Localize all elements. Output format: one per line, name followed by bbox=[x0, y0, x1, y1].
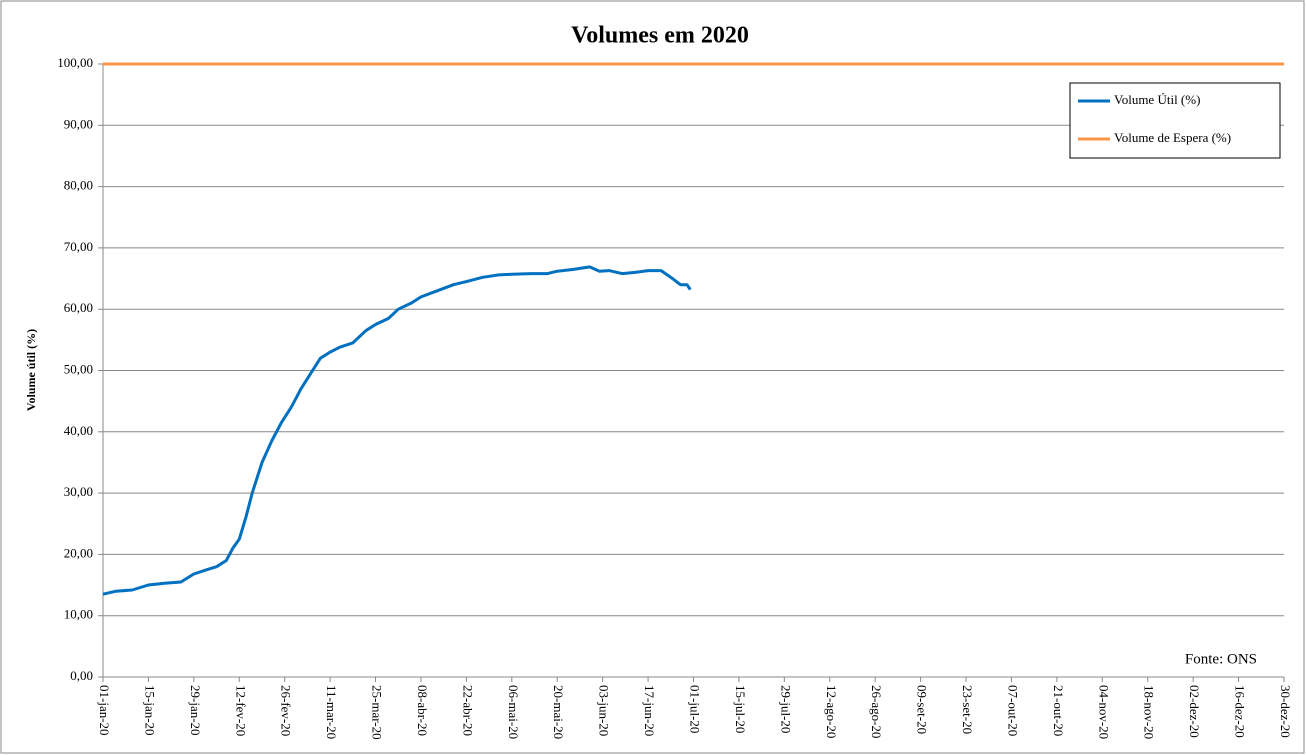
x-tick-label: 25-mar-20 bbox=[370, 685, 385, 740]
x-tick-label: 20-mai-20 bbox=[551, 685, 566, 739]
y-tick-label: 50,00 bbox=[64, 361, 93, 376]
y-tick-label: 0,00 bbox=[70, 668, 93, 683]
y-axis-label: Volume útil (%) bbox=[24, 329, 38, 411]
x-tick-label: 16-dez-20 bbox=[1233, 685, 1248, 738]
y-tick-label: 60,00 bbox=[64, 300, 93, 315]
x-tick-label: 03-jun-20 bbox=[597, 685, 612, 736]
x-tick-label: 23-set-20 bbox=[960, 685, 975, 734]
y-tick-label: 70,00 bbox=[64, 239, 93, 254]
x-tick-label: 22-abr-20 bbox=[460, 685, 475, 736]
legend-box bbox=[1069, 82, 1281, 159]
x-tick-label: 08-abr-20 bbox=[415, 685, 430, 736]
x-tick-label: 11-mar-20 bbox=[324, 685, 339, 739]
y-tick-label: 10,00 bbox=[64, 607, 93, 622]
y-tick-label: 100,00 bbox=[57, 55, 93, 70]
x-tick-label: 29-jan-20 bbox=[188, 685, 203, 736]
chart-title: Volumes em 2020 bbox=[571, 23, 749, 49]
x-tick-label: 01-jan-20 bbox=[97, 685, 112, 736]
x-tick-label: 18-nov-20 bbox=[1142, 685, 1157, 739]
x-tick-label: 26-ago-20 bbox=[869, 685, 884, 738]
y-tick-label: 40,00 bbox=[64, 423, 93, 438]
x-tick-label: 12-ago-20 bbox=[824, 685, 839, 738]
x-tick-label: 09-set-20 bbox=[915, 685, 930, 734]
x-tick-label: 06-mai-20 bbox=[506, 685, 521, 739]
x-tick-label: 29-jul-20 bbox=[778, 685, 793, 733]
x-tick-label: 26-fev-20 bbox=[279, 685, 294, 736]
y-tick-label: 80,00 bbox=[64, 178, 93, 193]
x-tick-label: 15-jul-20 bbox=[733, 685, 748, 733]
y-tick-label: 90,00 bbox=[64, 116, 93, 131]
x-tick-label: 07-out-20 bbox=[1005, 685, 1020, 736]
x-tick-label: 02-dez-20 bbox=[1187, 685, 1202, 738]
series-line bbox=[102, 265, 692, 596]
y-tick-label: 20,00 bbox=[64, 545, 93, 560]
legend-label: Volume Útil (%) bbox=[1114, 92, 1200, 107]
x-tick-label: 04-nov-20 bbox=[1096, 685, 1111, 739]
legend-label: Volume de Espera (%) bbox=[1114, 130, 1231, 145]
x-tick-label: 15-jan-20 bbox=[142, 685, 157, 736]
annotation: Fonte: ONS bbox=[1185, 651, 1257, 667]
x-tick-label: 21-out-20 bbox=[1051, 685, 1066, 736]
x-tick-label: 30-dez-20 bbox=[1278, 685, 1293, 738]
x-tick-label: 01-jul-20 bbox=[688, 685, 703, 733]
x-tick-label: 17-jun-20 bbox=[642, 685, 657, 736]
x-tick-label: 12-fev-20 bbox=[233, 685, 248, 736]
y-tick-label: 30,00 bbox=[64, 484, 93, 499]
